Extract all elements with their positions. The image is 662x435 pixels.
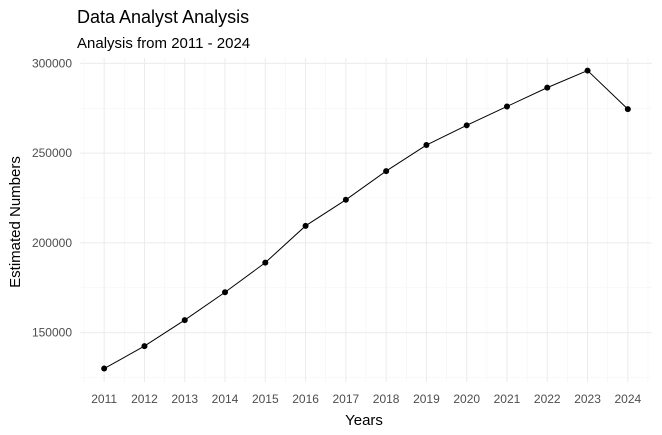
x-tick-label: 2011 [91, 392, 117, 406]
data-point [624, 106, 631, 113]
x-axis-title: Years [345, 412, 383, 429]
x-tick-label: 2020 [453, 392, 480, 406]
data-point [222, 289, 229, 296]
data-point [342, 196, 349, 203]
x-tick-label: 2024 [614, 392, 641, 406]
data-point [544, 84, 551, 91]
x-tick-label: 2018 [373, 392, 400, 406]
data-point [101, 365, 108, 372]
x-tick-label: 2012 [131, 392, 158, 406]
data-point [423, 142, 430, 149]
y-tick-label: 150000 [32, 326, 72, 340]
x-tick-label: 2022 [534, 392, 561, 406]
x-tick-label: 2017 [333, 392, 360, 406]
y-axis-title: Estimated Numbers [7, 156, 24, 288]
x-axis-ticks: 2011 2012 2013 2014 2015 2016 2017 2018 2019 2020… [91, 392, 641, 406]
chart-subtitle: Analysis from 2011 - 2024 [77, 35, 250, 52]
y-tick-label: 300000 [32, 56, 72, 70]
data-point [141, 343, 148, 350]
y-tick-label: 250000 [32, 146, 72, 160]
series-line [103, 69, 629, 369]
major-gridlines [80, 58, 652, 382]
y-tick-label: 200000 [32, 236, 72, 250]
data-point [503, 103, 510, 110]
x-tick-label: 2019 [413, 392, 440, 406]
x-tick-label: 2023 [574, 392, 601, 406]
data-point [302, 222, 309, 229]
x-tick-label: 2013 [171, 392, 198, 406]
plot-area [80, 58, 652, 382]
data-points [101, 67, 631, 372]
data-point [383, 168, 390, 175]
data-point [584, 67, 591, 74]
x-tick-label: 2015 [252, 392, 279, 406]
data-point [181, 317, 188, 324]
minor-gridlines [80, 58, 652, 382]
data-point [463, 122, 470, 129]
x-tick-label: 2021 [494, 392, 521, 406]
chart-title: Data Analyst Analysis [77, 7, 249, 27]
y-axis-ticks: 150000 200000 250000 300000 [32, 56, 72, 339]
x-tick-label: 2016 [292, 392, 319, 406]
x-tick-label: 2014 [212, 392, 239, 406]
data-point [262, 259, 269, 266]
